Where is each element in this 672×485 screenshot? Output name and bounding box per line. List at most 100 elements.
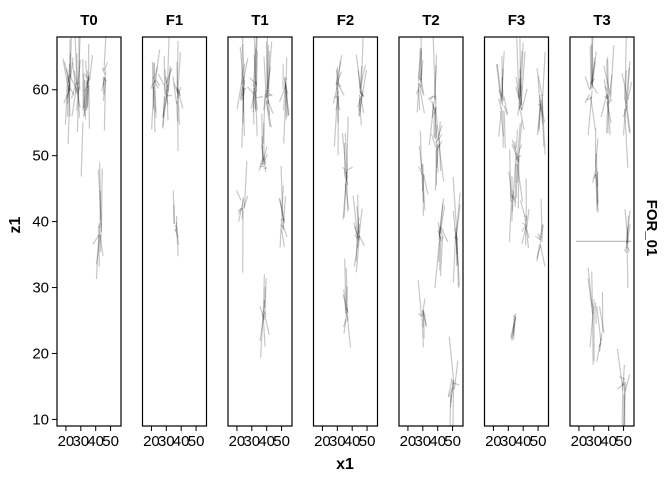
track-segment <box>418 280 421 316</box>
track-segment <box>596 303 597 324</box>
track-segment <box>518 155 519 208</box>
panel-title: F2 <box>337 12 355 29</box>
track-segment <box>543 52 545 96</box>
panel-title: T0 <box>80 12 98 29</box>
series-lines <box>151 30 183 257</box>
track-segment <box>282 229 285 247</box>
track-segment <box>442 231 448 242</box>
track-segment <box>104 77 105 130</box>
track-segment <box>155 50 159 82</box>
track-segment <box>248 87 254 93</box>
track-segment <box>516 130 517 148</box>
track-segment <box>264 57 266 98</box>
x-tick-label: 50 <box>359 433 376 450</box>
track-segment <box>450 394 451 430</box>
track-segment <box>283 225 287 237</box>
track-segment <box>454 361 458 390</box>
y-tick-label: 30 <box>32 280 49 297</box>
track-segment <box>176 216 177 231</box>
x-tick-label: 50 <box>615 433 632 450</box>
track-segment <box>591 96 596 130</box>
track-segment <box>590 46 591 89</box>
panel-frame <box>399 37 463 426</box>
track-segment <box>601 94 607 117</box>
track-segment <box>592 84 598 93</box>
y-axis-title: z1 <box>7 216 24 233</box>
track-segment <box>265 287 266 308</box>
track-segment <box>514 314 516 316</box>
series-lines <box>497 38 545 340</box>
x-tick-label: 50 <box>273 433 290 450</box>
panel-title: T1 <box>251 12 269 29</box>
x-axis-title: x1 <box>336 456 354 473</box>
panel-frame <box>143 37 207 426</box>
track-segment <box>537 244 540 261</box>
track-segment <box>510 150 511 202</box>
x-tick-label: 50 <box>530 433 547 450</box>
facet-strip-label: FOR_01 <box>643 200 660 257</box>
x-tick-label: 50 <box>188 433 205 450</box>
series-lines <box>236 16 289 358</box>
panel-title: F1 <box>166 12 184 29</box>
track-segment <box>435 241 440 288</box>
track-segment <box>236 190 241 200</box>
x-tick-label: 50 <box>102 433 119 450</box>
track-segment <box>90 55 93 81</box>
track-segment <box>596 154 597 173</box>
track-segment <box>622 383 623 439</box>
track-segment <box>439 122 440 137</box>
track-segment <box>362 70 367 97</box>
panel-title: T3 <box>593 12 611 29</box>
track-segment <box>85 81 86 120</box>
track-segment <box>520 201 525 217</box>
track-segment <box>512 195 513 222</box>
panel-title: T2 <box>422 12 440 29</box>
track-segment <box>256 97 263 98</box>
y-tick-label: 50 <box>32 148 49 165</box>
track-segment <box>420 131 421 175</box>
track-segment <box>509 200 511 242</box>
y-tick-label: 10 <box>32 411 49 428</box>
track-segment <box>164 56 165 95</box>
track-segment <box>597 338 601 362</box>
track-segment <box>348 167 353 170</box>
series-lines <box>63 19 107 279</box>
track-segment <box>418 83 419 111</box>
track-segment <box>611 45 614 100</box>
track-segment <box>433 37 435 99</box>
track-segment <box>359 209 362 234</box>
y-tick-label: 40 <box>32 214 49 231</box>
track-segment <box>361 38 363 93</box>
series-lines <box>417 27 461 441</box>
track-segment <box>626 100 630 134</box>
track-segment <box>359 236 364 246</box>
panel-title: F3 <box>508 12 526 29</box>
track-segment <box>504 111 505 148</box>
track-segment <box>585 77 590 91</box>
track-segment <box>81 122 83 176</box>
panel-frame <box>314 37 378 426</box>
track-segment <box>104 26 106 71</box>
y-tick-label: 20 <box>32 345 49 362</box>
track-segment <box>152 62 153 88</box>
series-lines <box>334 38 367 347</box>
track-segment <box>265 316 269 335</box>
x-tick-label: 50 <box>444 433 461 450</box>
track-segment <box>627 254 628 288</box>
track-segment <box>497 64 502 104</box>
track-segment <box>280 218 281 248</box>
series-lines <box>576 22 632 459</box>
track-segment <box>609 100 612 102</box>
track-segment <box>617 349 622 386</box>
track-segment <box>283 196 286 229</box>
